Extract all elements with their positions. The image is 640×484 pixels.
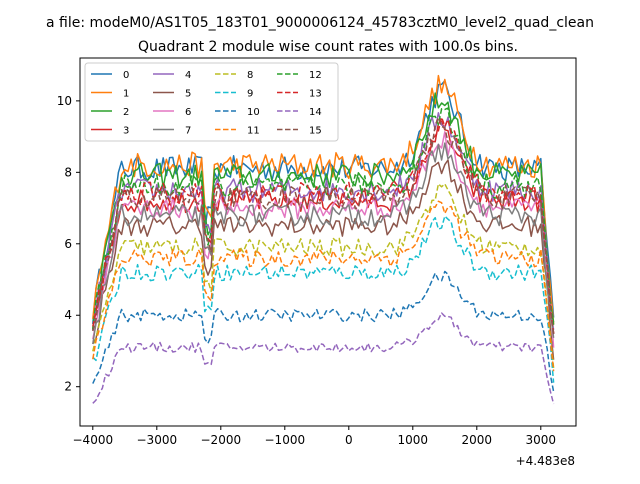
legend-label-14: 14 <box>309 107 322 118</box>
x-offset-text: +4.483e8 <box>516 454 575 468</box>
legend-label-7: 7 <box>185 126 191 137</box>
figure-suptitle: a file: modeM0/AS1T05_183T01_9000006124_… <box>46 15 594 31</box>
legend-label-9: 9 <box>247 89 253 100</box>
x-tick-label: −2000 <box>201 433 242 447</box>
series-line-7 <box>92 142 555 345</box>
x-tick-label: 0 <box>345 433 353 447</box>
legend-label-15: 15 <box>309 126 322 137</box>
series-line-14 <box>92 312 555 405</box>
legend-label-13: 13 <box>309 89 322 100</box>
x-tick-label: −1000 <box>265 433 306 447</box>
legend-label-11: 11 <box>247 126 260 137</box>
series-line-10 <box>92 270 555 392</box>
series-line-8 <box>92 183 555 368</box>
legend-label-3: 3 <box>123 126 129 137</box>
series-line-15 <box>92 117 555 335</box>
legend-label-8: 8 <box>247 70 253 81</box>
x-tick-label: −3000 <box>137 433 178 447</box>
legend-label-6: 6 <box>185 107 191 118</box>
legend-label-2: 2 <box>123 107 129 118</box>
y-tick-label: 4 <box>64 308 72 322</box>
series-line-3 <box>92 120 555 335</box>
legend-label-0: 0 <box>123 70 129 81</box>
legend-label-5: 5 <box>185 89 191 100</box>
x-tick-label: −4000 <box>73 433 114 447</box>
x-tick-label: 1000 <box>398 433 429 447</box>
y-tick-label: 8 <box>64 165 72 179</box>
legend-label-1: 1 <box>123 89 129 100</box>
series-line-13 <box>92 116 555 334</box>
series-line-12 <box>92 107 555 330</box>
legend-label-4: 4 <box>185 70 191 81</box>
legend-label-10: 10 <box>247 107 260 118</box>
series-line-9 <box>92 215 555 383</box>
y-tick-label: 10 <box>57 94 72 108</box>
axis-ticks: −4000 −3000 −2000 −1000 0 1000 2000 3000 2 4 6 8 10 <box>57 94 556 447</box>
y-tick-label: 2 <box>64 380 72 394</box>
series-line-11 <box>92 200 555 372</box>
legend-box <box>84 62 339 142</box>
series-line-5 <box>92 159 555 360</box>
y-tick-label: 6 <box>64 237 72 251</box>
legend-label-12: 12 <box>309 70 322 81</box>
axes-frame <box>79 57 577 427</box>
chart-title: Quadrant 2 module wise count rates with … <box>138 39 518 55</box>
series-lines <box>92 74 555 405</box>
x-tick-label: 2000 <box>462 433 493 447</box>
x-tick-label: 3000 <box>526 433 557 447</box>
